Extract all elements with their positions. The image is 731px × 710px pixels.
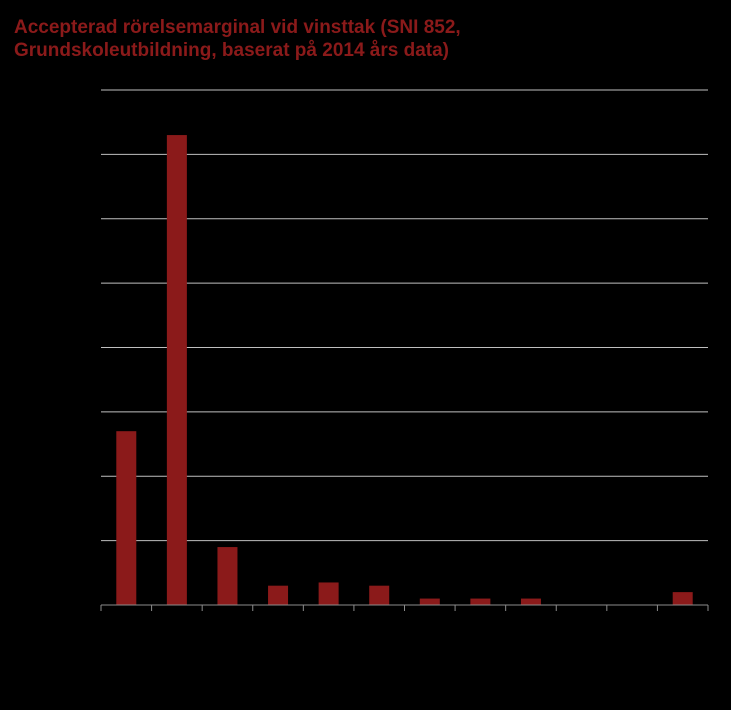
bar (470, 598, 491, 605)
chart-title-line-1: Accepterad rörelsemarginal vid vinsttak … (14, 17, 461, 38)
bar (520, 598, 541, 605)
bar (419, 598, 440, 605)
bar (369, 585, 390, 605)
bar (672, 592, 693, 605)
bar (268, 585, 289, 605)
bar (116, 431, 137, 605)
bar (318, 582, 339, 605)
chart-title-line-2: Grundskoleutbildning, baserat på 2014 år… (14, 40, 450, 61)
bar (166, 135, 187, 605)
chart-title: Accepterad rörelsemarginal vid vinsttak … (14, 16, 714, 62)
bar (217, 547, 238, 605)
